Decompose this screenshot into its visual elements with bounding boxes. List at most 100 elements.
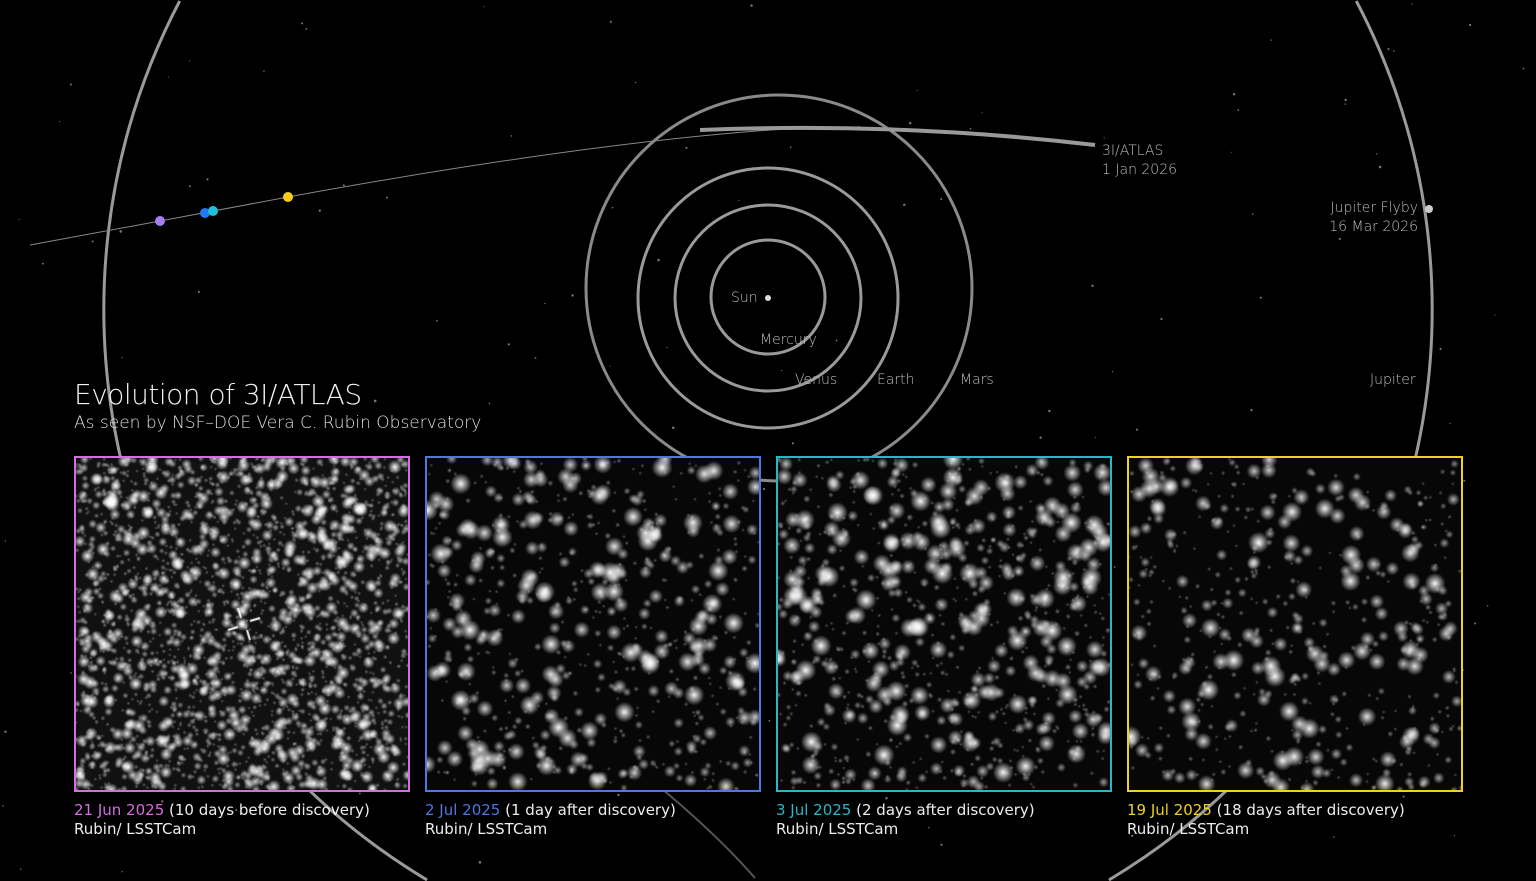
background-star: [263, 70, 265, 72]
background-star: [634, 81, 637, 84]
background-star: [18, 218, 20, 221]
background-star: [70, 672, 72, 674]
background-star: [1039, 436, 1042, 439]
mercury-label: Mercury: [760, 332, 817, 348]
background-star: [1378, 165, 1382, 169]
flyby-name: Jupiter Flyby: [1330, 200, 1419, 216]
flyby-date: 16 Mar 2026: [1329, 219, 1418, 235]
caption-note: (1 day after discovery): [500, 801, 676, 819]
background-star: [358, 792, 361, 795]
background-star: [657, 258, 660, 262]
background-star: [1135, 428, 1139, 431]
sun: [765, 295, 771, 301]
background-star: [1103, 137, 1105, 139]
background-star: [1344, 103, 1347, 105]
background-star: [1376, 153, 1378, 155]
caption-date: 19 Jul 2025: [1127, 801, 1212, 819]
star-field: [1129, 458, 1461, 790]
background-star: [1439, 347, 1442, 351]
background-star: [121, 357, 123, 359]
trajectory-marker: [155, 216, 165, 226]
background-star: [976, 806, 979, 808]
background-star: [762, 487, 766, 491]
sun-label: Sun: [731, 290, 758, 306]
observation-image: [74, 456, 410, 792]
background-star: [4, 540, 7, 542]
background-star: [571, 294, 574, 297]
background-star: [1468, 23, 1472, 27]
background-star: [188, 185, 191, 188]
caption-line: 2 Jul 2025 (1 day after discovery): [425, 801, 676, 820]
trajectory-marker: [200, 208, 210, 218]
background-star: [1232, 93, 1236, 96]
background-star: [544, 302, 546, 305]
caption-date: 21 Jun 2025: [74, 801, 165, 819]
background-star: [91, 240, 94, 243]
background-star: [1411, 3, 1413, 5]
background-star: [685, 146, 688, 149]
background-star: [534, 357, 537, 359]
background-star: [510, 135, 513, 137]
background-star: [488, 402, 491, 405]
background-star: [478, 861, 482, 864]
trajectory-past: [29, 127, 801, 246]
background-star: [789, 146, 792, 149]
background-star: [1463, 479, 1466, 482]
atlas-name: 3I/ATLAS: [1102, 143, 1164, 159]
mars-label: Mars: [960, 372, 994, 388]
background-star: [1091, 284, 1094, 287]
venus-orbit: [673, 203, 863, 393]
background-star: [671, 426, 675, 429]
background-star: [119, 230, 122, 233]
background-star: [1387, 47, 1390, 51]
jupiter-label: Jupiter: [1370, 372, 1416, 388]
mercury-orbit: [709, 238, 827, 356]
background-star: [342, 184, 345, 187]
mars-orbit: [584, 93, 974, 483]
caption-date: 3 Jul 2025: [776, 801, 852, 819]
background-star: [206, 178, 209, 181]
caption-instrument: Rubin/ LSSTCam: [425, 820, 548, 838]
background-star: [1333, 836, 1335, 838]
observation-image: [425, 456, 761, 792]
background-star: [1338, 237, 1341, 240]
background-star: [916, 89, 918, 91]
background-star: [981, 111, 983, 113]
background-star: [1494, 314, 1496, 316]
background-star: [928, 827, 930, 829]
background-star: [1453, 835, 1455, 837]
trajectory-future: [699, 125, 1096, 147]
background-star: [1230, 151, 1232, 153]
background-star: [1259, 296, 1262, 299]
caption-instrument: Rubin/ LSSTCam: [776, 820, 899, 838]
caption-note: (10 days before discovery): [164, 801, 370, 819]
background-star: [780, 369, 783, 372]
background-star: [768, 719, 771, 722]
background-star: [750, 4, 753, 7]
image-caption: 2 Jul 2025 (1 day after discovery) Rubin/…: [425, 801, 676, 839]
caption-instrument: Rubin/ LSSTCam: [74, 820, 197, 838]
image-caption: 21 Jun 2025 (10 days before discovery) Ru…: [74, 801, 370, 839]
background-star: [59, 120, 61, 123]
trajectory-marker: [283, 192, 293, 202]
background-star: [188, 60, 191, 62]
observation-image: [1127, 456, 1463, 792]
image-caption: 3 Jul 2025 (2 days after discovery) Rubin…: [776, 801, 1035, 839]
background-star: [1250, 409, 1253, 412]
star-field: [778, 458, 1110, 790]
atlas-label: 3I/ATLAS 1 Jan 2026: [1102, 142, 1177, 180]
background-star: [4, 730, 7, 733]
background-star: [1270, 39, 1272, 41]
trajectory-marker: [208, 206, 218, 216]
background-star: [1449, 422, 1451, 425]
background-star: [738, 200, 740, 202]
background-star: [940, 843, 943, 846]
caption-line: 3 Jul 2025 (2 days after discovery): [776, 801, 1035, 820]
background-star: [20, 868, 22, 870]
background-star: [1402, 795, 1405, 798]
background-star: [969, 127, 972, 130]
background-star: [1113, 566, 1116, 568]
page-title: Evolution of 3I/ATLAS: [74, 378, 362, 411]
background-star: [318, 209, 321, 212]
background-star: [617, 793, 620, 797]
